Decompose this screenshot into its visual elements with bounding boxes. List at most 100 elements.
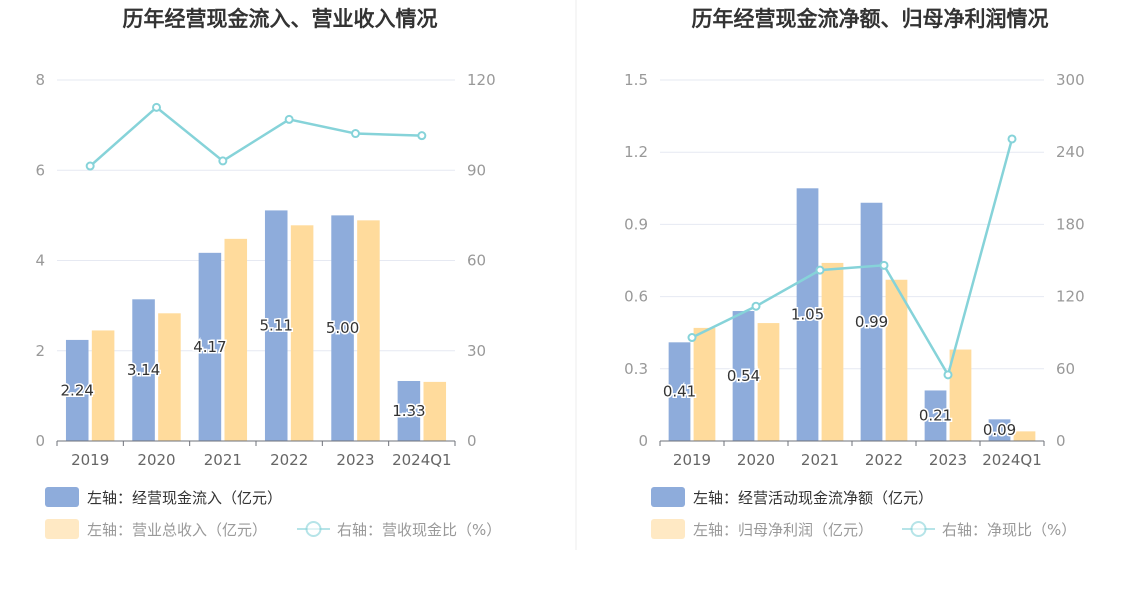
left-axis-tick-label: 1.5 — [624, 71, 648, 89]
bar-series-1 — [397, 380, 421, 441]
left-axis-tick-label: 1.2 — [624, 143, 648, 161]
right-axis-tick-label: 30 — [467, 342, 486, 360]
bar-data-label: 3.14 — [127, 361, 160, 379]
bar-series-1 — [860, 202, 883, 441]
chart-legend: 左轴：经营活动现金流净额（亿元） 左轴：归母净利润（亿元） 右轴：净现比（%） — [651, 487, 1076, 539]
legend-swatch-inflow[interactable] — [45, 487, 79, 507]
x-axis-tick-label: 2022 — [865, 451, 903, 469]
x-axis-tick-label: 2024Q1 — [392, 451, 452, 469]
left-axis-tick-label: 0.6 — [624, 288, 648, 306]
legend-label-revenue[interactable]: 左轴：营业总收入（亿元） — [87, 521, 267, 539]
bar-series-1 — [988, 419, 1011, 441]
x-axis-tick-label: 2019 — [71, 451, 109, 469]
left-axis-tick-label: 4 — [35, 252, 45, 270]
chart-title: 历年经营现金流净额、归母净利润情况 — [692, 7, 1049, 31]
legend-marker-ratio[interactable] — [305, 521, 322, 537]
bar-data-label: 1.05 — [791, 306, 824, 324]
x-axis-tick-label: 2024Q1 — [982, 451, 1042, 469]
x-axis-tick-label: 2021 — [801, 451, 839, 469]
bar-series-2 — [693, 327, 716, 441]
bar-data-label: 0.41 — [663, 383, 696, 401]
legend-label-net-profit[interactable]: 左轴：归母净利润（亿元） — [693, 521, 873, 539]
bar-series-1 — [198, 252, 222, 441]
chart-panel-net-cash-flow: 历年经营现金流净额、归母净利润情况 0.41 0.54 1.05 0.99 0.21 0.… — [624, 7, 1085, 539]
left-axis-tick-label: 0.3 — [624, 360, 648, 378]
right-axis-tick-label: 300 — [1056, 71, 1085, 89]
bar-series-2 — [224, 238, 248, 441]
ratio-point — [943, 370, 953, 380]
right-axis-tick-label: 60 — [467, 252, 486, 270]
bar-series-2 — [158, 313, 181, 441]
left-axis-tick-label: 8 — [35, 71, 45, 89]
legend-swatch-net-cash[interactable] — [651, 487, 685, 507]
bar-series-2 — [949, 349, 972, 441]
right-axis-tick-label: 60 — [1056, 360, 1075, 378]
ratio-point — [751, 301, 761, 311]
bar-data-label: 0.09 — [983, 421, 1016, 439]
ratio-point — [218, 156, 228, 166]
ratio-point — [152, 102, 161, 112]
legend-marker-net-ratio[interactable] — [910, 521, 927, 537]
bar-data-label: 5.11 — [260, 317, 293, 335]
bar-series-2 — [821, 262, 844, 441]
right-axis-tick-label: 0 — [467, 432, 477, 450]
left-axis-tick-label: 2 — [35, 342, 45, 360]
right-axis-tick-label: 240 — [1056, 143, 1085, 161]
x-axis-tick-label: 2023 — [929, 451, 967, 469]
bar-series-1 — [924, 390, 947, 441]
x-axis-tick-label: 2020 — [737, 451, 775, 469]
right-axis-tick-label: 0 — [1056, 432, 1066, 450]
right-axis-tick-label: 120 — [1056, 288, 1085, 306]
bar-series-2 — [290, 225, 314, 441]
left-axis-tick-label: 6 — [35, 161, 45, 179]
left-axis-tick-label: 0 — [35, 432, 45, 450]
legend-label-inflow[interactable]: 左轴：经营现金流入（亿元） — [87, 489, 282, 507]
ratio-point — [284, 114, 294, 124]
bar-data-label: 2.24 — [61, 381, 94, 399]
bar-data-label: 1.33 — [392, 402, 425, 420]
legend-swatch-revenue[interactable] — [45, 519, 79, 539]
legend-label-net-cash[interactable]: 左轴：经营活动现金流净额（亿元） — [693, 489, 933, 507]
chart-title: 历年经营现金流入、营业收入情况 — [123, 7, 438, 31]
right-axis-tick-label: 120 — [467, 71, 496, 89]
ratio-point — [351, 129, 360, 139]
bar-series-1 — [668, 342, 691, 441]
right-axis-tick-label: 180 — [1056, 215, 1085, 233]
left-axis-tick-label: 0 — [638, 432, 648, 450]
bar-series-1 — [132, 299, 155, 441]
bar-series-2 — [357, 220, 380, 441]
legend-swatch-net-profit[interactable] — [651, 519, 685, 539]
chart-panel-cash-inflow: 历年经营现金流入、营业收入情况 2.24 3.14 4.17 5.11 5.00 1.33… — [35, 7, 501, 539]
bar-series-1 — [264, 210, 288, 441]
bar-data-label: 0.99 — [855, 313, 888, 331]
ratio-point — [879, 260, 889, 270]
chart-legend: 左轴：经营现金流入（亿元） 左轴：营业总收入（亿元） 右轴：营收现金比（%） — [45, 487, 501, 539]
x-axis-tick-label: 2023 — [336, 451, 374, 469]
ratio-line — [89, 105, 422, 167]
bar-data-label: 0.54 — [727, 367, 760, 385]
bar-series-2 — [757, 323, 780, 441]
x-axis-tick-label: 2022 — [270, 451, 308, 469]
bar-data-label: 0.21 — [919, 407, 952, 425]
bar-series-2 — [91, 330, 115, 441]
bar-data-label: 4.17 — [193, 338, 226, 356]
right-axis-tick-label: 90 — [467, 161, 486, 179]
legend-label-ratio[interactable]: 右轴：营收现金比（%） — [337, 521, 501, 539]
x-axis-tick-label: 2019 — [673, 451, 711, 469]
bar-series-1 — [331, 215, 354, 441]
ratio-point — [1007, 134, 1017, 144]
bar-series-2 — [885, 279, 908, 441]
x-axis-tick-label: 2020 — [137, 451, 175, 469]
ratio-point — [85, 161, 95, 171]
ratio-line — [691, 138, 1014, 379]
bar-series-2 — [423, 381, 447, 441]
bar-series-2 — [1013, 431, 1036, 441]
bar-series-1 — [796, 188, 819, 441]
bar-data-label: 5.00 — [326, 319, 359, 337]
x-axis-tick-label: 2021 — [204, 451, 242, 469]
ratio-point — [417, 131, 427, 141]
legend-label-net-ratio[interactable]: 右轴：净现比（%） — [942, 521, 1076, 539]
ratio-point — [687, 333, 697, 343]
left-axis-tick-label: 0.9 — [624, 215, 648, 233]
